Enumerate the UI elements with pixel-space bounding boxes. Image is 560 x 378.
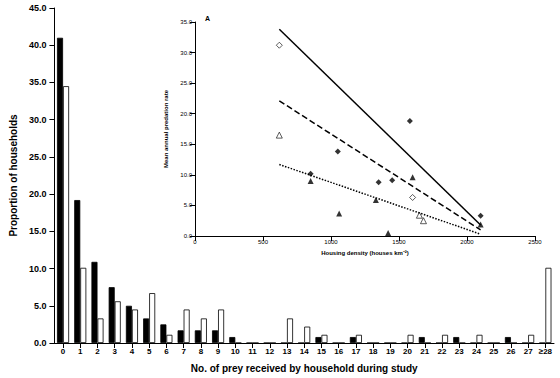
svg-text:45.0: 45.0 (29, 3, 47, 13)
svg-text:4: 4 (130, 347, 135, 356)
svg-text:1: 1 (78, 347, 83, 356)
svg-text:30.0: 30.0 (180, 50, 192, 56)
svg-text:35.0: 35.0 (29, 77, 47, 87)
svg-text:30.0: 30.0 (29, 115, 47, 125)
svg-text:22: 22 (438, 347, 447, 356)
svg-text:6: 6 (164, 347, 169, 356)
svg-text:19: 19 (386, 347, 395, 356)
svg-text:20.0: 20.0 (29, 189, 47, 199)
svg-text:9: 9 (216, 347, 221, 356)
svg-text:15.0: 15.0 (29, 226, 47, 236)
svg-text:1000: 1000 (324, 239, 338, 245)
svg-text:No. of prey received by househ: No. of prey received by household during… (191, 363, 418, 374)
svg-text:5.0: 5.0 (184, 202, 193, 208)
svg-text:25.0: 25.0 (29, 152, 47, 162)
svg-text:7: 7 (181, 347, 186, 356)
svg-text:15.0: 15.0 (180, 141, 192, 147)
svg-text:25.0: 25.0 (180, 80, 192, 86)
svg-text:13: 13 (283, 347, 292, 356)
svg-text:24: 24 (472, 347, 481, 356)
svg-text:Mean annual predation rate: Mean annual predation rate (163, 89, 169, 168)
svg-text:≥28: ≥28 (539, 347, 553, 356)
svg-text:10.0: 10.0 (29, 264, 47, 274)
svg-text:0: 0 (193, 239, 197, 245)
svg-text:23: 23 (455, 347, 464, 356)
svg-text:12: 12 (265, 347, 274, 356)
svg-text:27: 27 (524, 347, 533, 356)
svg-text:16: 16 (334, 347, 343, 356)
svg-text:500: 500 (258, 239, 269, 245)
svg-text:17: 17 (351, 347, 360, 356)
svg-text:Proportion of households: Proportion of households (8, 114, 19, 237)
svg-text:5.0: 5.0 (34, 301, 47, 311)
svg-text:18: 18 (369, 347, 378, 356)
svg-text:10: 10 (231, 347, 240, 356)
svg-text:40.0: 40.0 (29, 40, 47, 50)
svg-text:3: 3 (112, 347, 117, 356)
svg-text:2500: 2500 (528, 239, 542, 245)
svg-text:14: 14 (300, 347, 309, 356)
svg-text:5: 5 (147, 347, 152, 356)
svg-text:15: 15 (317, 347, 326, 356)
svg-text:26: 26 (506, 347, 515, 356)
svg-text:20.0: 20.0 (180, 111, 192, 117)
svg-text:2: 2 (95, 347, 100, 356)
svg-text:20: 20 (403, 347, 412, 356)
svg-text:35.0: 35.0 (180, 19, 192, 25)
svg-text:10.0: 10.0 (180, 172, 192, 178)
svg-text:2000: 2000 (460, 239, 474, 245)
svg-text:25: 25 (489, 347, 498, 356)
svg-text:0: 0 (61, 347, 66, 356)
svg-text:8: 8 (199, 347, 204, 356)
svg-text:Housing density (houses km⁻²): Housing density (houses km⁻²) (321, 250, 409, 256)
svg-text:0.0: 0.0 (184, 233, 193, 239)
svg-text:1500: 1500 (392, 239, 406, 245)
svg-text:A: A (205, 15, 210, 22)
svg-text:0.0: 0.0 (34, 338, 47, 348)
svg-text:11: 11 (248, 347, 257, 356)
svg-text:21: 21 (420, 347, 429, 356)
